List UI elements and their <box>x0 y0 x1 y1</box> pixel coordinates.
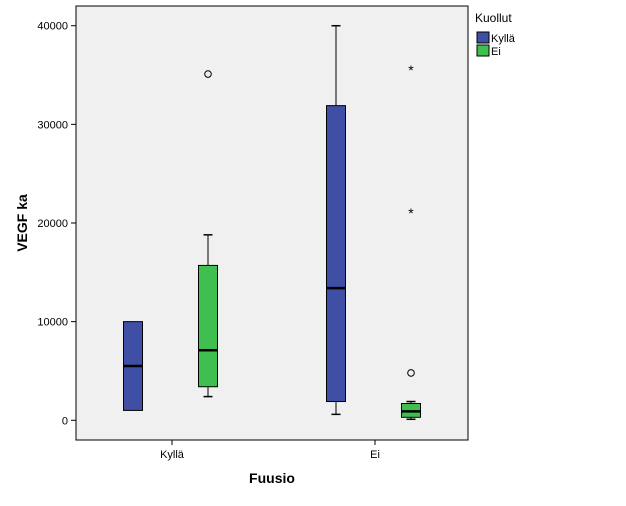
extreme-point: * <box>408 205 414 221</box>
x-axis-label: Fuusio <box>249 470 295 486</box>
extreme-point: * <box>408 62 414 78</box>
legend-title: Kuollut <box>475 11 512 25</box>
y-tick-label: 40000 <box>37 21 68 33</box>
y-tick-label: 30000 <box>37 119 68 131</box>
outlier-point <box>407 369 415 377</box>
y-axis: 0 10000 20000 30000 40000 <box>37 21 76 427</box>
legend-entry-ei: Ei <box>476 44 501 58</box>
legend-entry-kylla: Kyllä <box>476 31 516 45</box>
x-tick-label: Kyllä <box>160 449 185 461</box>
y-tick-label: 20000 <box>37 218 68 230</box>
legend-swatch-ei <box>476 44 490 57</box>
box-series: ** <box>123 24 421 421</box>
legend-label-ei: Ei <box>491 46 501 58</box>
x-tick-label: Ei <box>370 449 380 461</box>
box-kyll--0 <box>123 321 143 411</box>
box-iqr <box>326 105 346 403</box>
legend: Kuollut Kyllä Ei <box>475 11 516 58</box>
box-ei-0 <box>198 70 218 398</box>
x-axis: Kyllä Ei <box>160 440 380 461</box>
legend-swatch-kylla <box>476 31 490 44</box>
box-kyll--1 <box>326 24 346 416</box>
y-tick-label: 0 <box>62 415 68 427</box>
y-tick-label: 10000 <box>37 317 68 329</box>
outlier-point <box>204 70 212 78</box>
legend-label-kylla: Kyllä <box>491 33 516 45</box>
box-iqr <box>198 264 218 388</box>
y-axis-label: VEGF ka <box>14 194 30 252</box>
box-ei-1: ** <box>401 62 421 421</box>
